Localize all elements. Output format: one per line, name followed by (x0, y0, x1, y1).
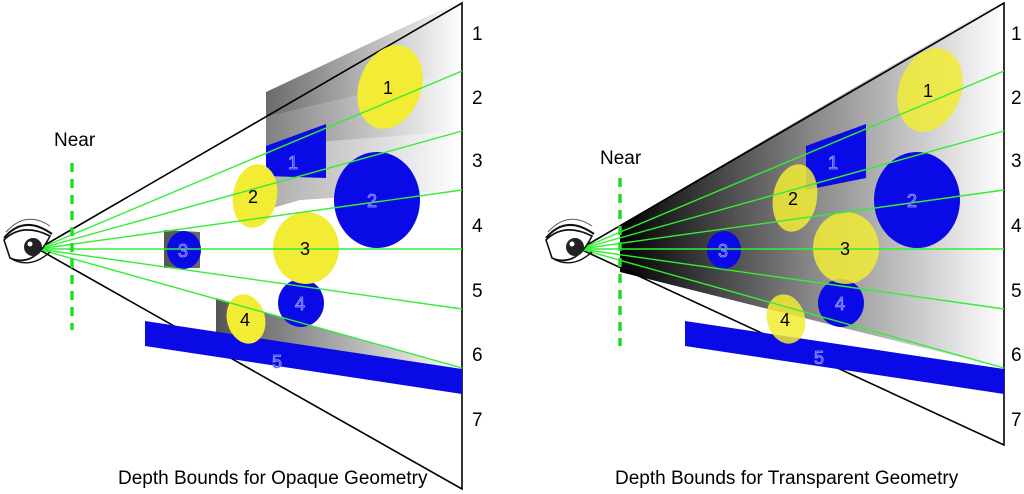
blue-object-3 (167, 231, 201, 269)
yellow-label-4: 4 (780, 310, 790, 330)
slice-label: 7 (472, 410, 483, 431)
eye-icon (545, 218, 595, 264)
yellow-label-2: 2 (788, 189, 798, 209)
left-panel: 1 2 3 4 1 2 3 4 5 Near 1 2 3 4 5 6 7 Dep… (3, 0, 483, 491)
frustum (36, 1, 463, 491)
blue-label-4: 4 (295, 294, 305, 314)
blue-label-2: 2 (367, 191, 377, 211)
blue-object-2 (874, 152, 960, 248)
slice-label: 4 (1011, 216, 1022, 237)
yellow-label-3: 3 (300, 239, 310, 259)
slice-label: 5 (1011, 281, 1022, 302)
slice-label: 5 (472, 281, 483, 302)
slice-label: 4 (472, 216, 483, 237)
yellow-object-4 (226, 294, 266, 344)
blue-object-1 (266, 124, 326, 178)
depth-bound-slice-5-6 (216, 298, 462, 380)
slice-label: 7 (1011, 410, 1022, 431)
slice-label: 1 (472, 24, 483, 45)
yellow-object-2 (772, 164, 818, 232)
yellow-label-2: 2 (248, 187, 258, 207)
slice-label: 1 (1011, 24, 1022, 45)
blue-label-5: 5 (814, 348, 824, 368)
blue-object-3 (707, 231, 741, 269)
blue-object-4 (818, 279, 864, 327)
yellow-object-2 (232, 164, 278, 228)
caption-left: Depth Bounds for Opaque Geometry (118, 468, 428, 489)
yellow-label-1: 1 (383, 78, 393, 98)
near-label-left: Near (54, 130, 96, 151)
blue-label-5: 5 (272, 352, 282, 372)
slice-label: 2 (1011, 88, 1022, 109)
blue-label-1: 1 (288, 153, 298, 173)
blue-label-2: 2 (907, 191, 917, 211)
slice-label: 6 (472, 345, 483, 366)
blue-label-1: 1 (828, 153, 838, 173)
blue-object-4 (278, 279, 324, 327)
blue-object-5 (145, 321, 462, 394)
blue-object-5 (685, 321, 1004, 394)
slice-label: 6 (1011, 345, 1022, 366)
slice-label: 2 (472, 88, 483, 109)
blue-object-2 (334, 152, 420, 248)
eye-icon (3, 218, 53, 264)
blue-label-3: 3 (718, 241, 728, 261)
right-panel: 1 2 3 4 1 2 3 4 5 Near 1 2 3 4 5 6 7 Dep… (545, 0, 1022, 489)
yellow-label-3: 3 (840, 239, 850, 259)
yellow-object-1 (897, 48, 963, 132)
yellow-object-3 (273, 212, 339, 284)
near-label-right: Near (600, 148, 642, 169)
slice-labels-left: 1 2 3 4 5 6 7 (472, 24, 483, 431)
yellow-label-1: 1 (923, 81, 933, 101)
slice-label: 3 (472, 151, 483, 172)
rays-left (37, 70, 463, 369)
yellow-label-4: 4 (240, 310, 250, 330)
rays-right (579, 70, 1005, 369)
caption-right: Depth Bounds for Transparent Geometry (615, 468, 959, 489)
blue-label-3: 3 (178, 241, 188, 261)
slice-label: 3 (1011, 151, 1022, 172)
yellow-object-4 (766, 294, 806, 344)
slice-labels-right: 1 2 3 4 5 6 7 (1011, 24, 1022, 431)
yellow-object-3 (813, 212, 879, 284)
blue-label-4: 4 (835, 294, 845, 314)
